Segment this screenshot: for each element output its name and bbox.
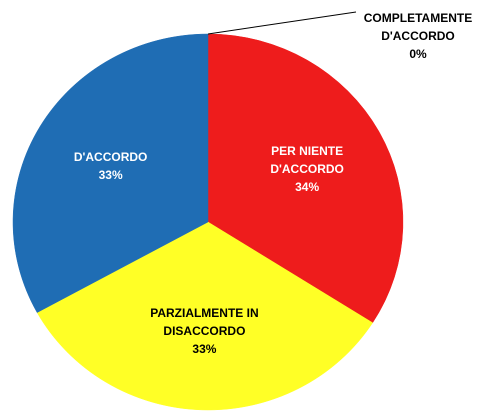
slice-category: COMPLETAMENTE D'ACCORDO (363, 11, 473, 43)
slice-label: PARZIALMENTE IN DISACCORDO 33% (139, 304, 269, 358)
slice-category: PARZIALMENTE IN DISACCORDO (150, 305, 259, 338)
pie-slice (36, 221, 373, 411)
pie-slice (12, 33, 209, 313)
slice-category: D'ACCORDO (73, 150, 148, 165)
slice-value: 34% (295, 180, 320, 195)
slice-label: PER NIENTE D'ACCORDO 34% (242, 142, 372, 196)
slice-label: D'ACCORDO 33% (46, 148, 176, 184)
slice-value: 33% (192, 341, 217, 356)
slice-category: PER NIENTE D'ACCORDO (270, 144, 344, 177)
slice-label: COMPLETAMENTE D'ACCORDO 0% (353, 9, 479, 63)
pie-slice (207, 33, 404, 324)
slice-value: 33% (98, 168, 123, 183)
slice-value: 0% (409, 47, 427, 61)
leader-line (207, 11, 357, 35)
